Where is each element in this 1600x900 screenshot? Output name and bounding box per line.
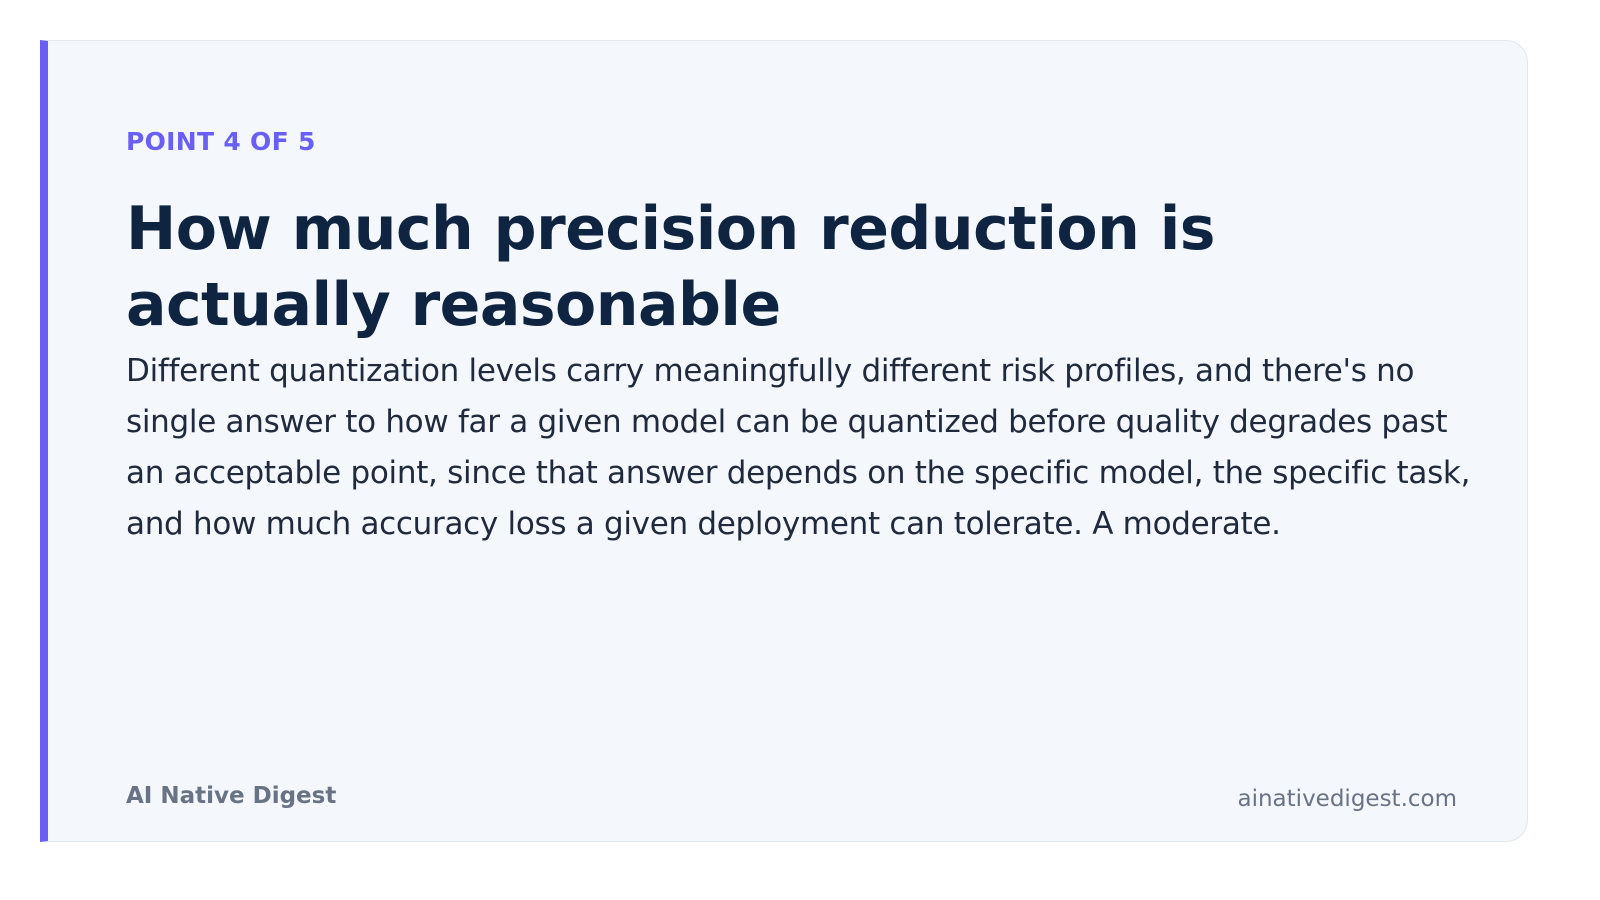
card: POINT 4 OF 5 How much precision reductio… bbox=[40, 40, 1528, 842]
title: How much precision reduction is actually… bbox=[126, 194, 1216, 340]
site-url: ainativedigest.com bbox=[1237, 786, 1458, 812]
body-text: Different quantization levels carry mean… bbox=[126, 353, 1471, 542]
eyebrow: POINT 4 OF 5 bbox=[126, 127, 316, 156]
brand: AI Native Digest bbox=[126, 783, 337, 809]
